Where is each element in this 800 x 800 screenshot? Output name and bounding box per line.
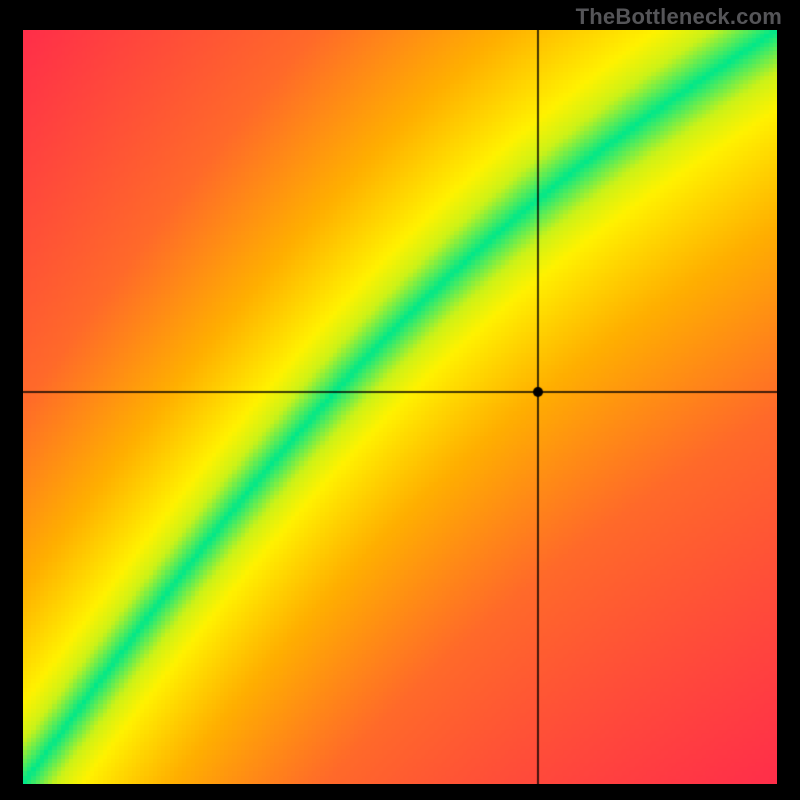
watermark-text: TheBottleneck.com bbox=[576, 4, 782, 30]
chart-container: { "watermark": { "text": "TheBottleneck.… bbox=[0, 0, 800, 800]
bottleneck-heatmap bbox=[23, 30, 777, 784]
